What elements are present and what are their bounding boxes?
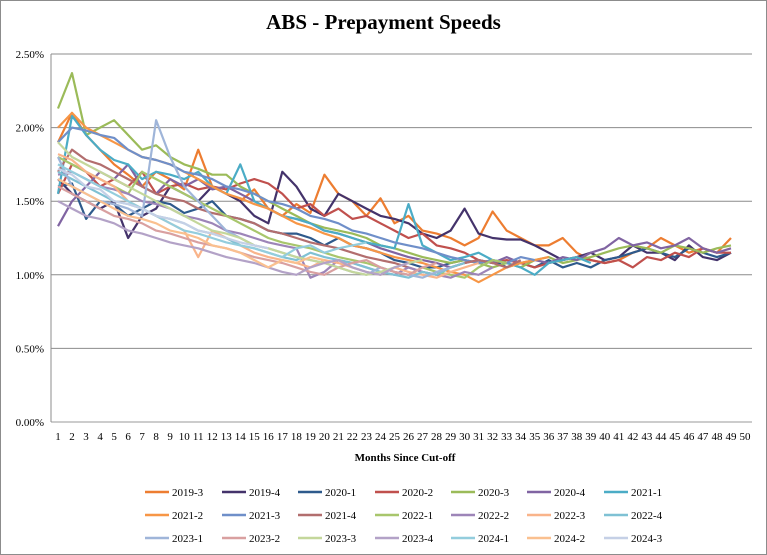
series-line-2021-3 bbox=[57, 126, 535, 265]
x-tick-label: 34 bbox=[515, 431, 527, 443]
x-tick-label: 14 bbox=[235, 431, 247, 443]
x-tick-label: 30 bbox=[459, 431, 471, 443]
legend-label-2022-1: 2022-1 bbox=[402, 510, 433, 522]
x-tick-label: 17 bbox=[277, 431, 289, 443]
x-tick-label: 31 bbox=[473, 431, 484, 443]
x-tick-label: 37 bbox=[557, 431, 569, 443]
x-axis-ticks: 1 2 3 4 5 6 7 8 9 10 11 12 13 14 15 16 17 18 19 20 21 22 23 24 2… bbox=[55, 431, 751, 443]
x-tick-label: 20 bbox=[319, 431, 331, 443]
x-tick-label: 15 bbox=[249, 431, 261, 443]
y-tick-label: 1.00% bbox=[16, 270, 44, 282]
legend-label-2020-2: 2020-2 bbox=[402, 487, 433, 499]
x-tick-label: 41 bbox=[613, 431, 624, 443]
legend-label-2021-1: 2021-1 bbox=[631, 487, 662, 499]
x-tick-label: 19 bbox=[305, 431, 317, 443]
x-tick-label: 49 bbox=[725, 431, 737, 443]
x-tick-label: 4 bbox=[97, 431, 103, 443]
x-tick-label: 36 bbox=[543, 431, 555, 443]
x-tick-label: 1 bbox=[55, 431, 61, 443]
x-tick-label: 43 bbox=[641, 431, 653, 443]
legend-label-2022-3: 2022-3 bbox=[554, 510, 586, 522]
x-tick-label: 2 bbox=[69, 431, 75, 443]
series-line-2020-4 bbox=[57, 163, 732, 269]
x-tick-label: 18 bbox=[291, 431, 303, 443]
x-tick-label: 48 bbox=[711, 431, 723, 443]
x-tick-label: 8 bbox=[153, 431, 159, 443]
legend-label-2023-1: 2023-1 bbox=[172, 533, 203, 545]
legend-label-2021-2: 2021-2 bbox=[172, 510, 203, 522]
x-tick-label: 45 bbox=[669, 431, 681, 443]
series-line-2019-3 bbox=[57, 111, 732, 265]
y-tick-label: 0.50% bbox=[16, 343, 44, 355]
x-tick-label: 5 bbox=[111, 431, 117, 443]
x-tick-label: 44 bbox=[655, 431, 667, 443]
x-tick-label: 24 bbox=[375, 431, 387, 443]
x-tick-label: 13 bbox=[221, 431, 233, 443]
legend: 2019-3 2019-4 2020-1 2020-2 2020-3 2020-4 2021… bbox=[145, 487, 663, 545]
x-tick-label: 42 bbox=[627, 431, 638, 443]
series-line-2024-1 bbox=[57, 163, 367, 259]
gridlines bbox=[50, 53, 752, 423]
x-tick-label: 23 bbox=[361, 431, 373, 443]
x-tick-label: 26 bbox=[403, 431, 415, 443]
series-line-2024-2 bbox=[57, 178, 325, 269]
x-tick-label: 35 bbox=[529, 431, 541, 443]
x-tick-label: 7 bbox=[139, 431, 145, 443]
legend-label-2022-2: 2022-2 bbox=[478, 510, 509, 522]
y-tick-label: 1.50% bbox=[16, 196, 44, 208]
legend-label-2021-3: 2021-3 bbox=[249, 510, 281, 522]
series-line-2022-1 bbox=[57, 156, 507, 279]
x-tick-label: 3 bbox=[83, 431, 89, 443]
legend-label-2020-3: 2020-3 bbox=[478, 487, 510, 499]
legend-label-2019-4: 2019-4 bbox=[249, 487, 281, 499]
y-axis-ticks: 0.00% 0.50% 1.00% 1.50% 2.00% 2.50% bbox=[16, 49, 44, 429]
x-tick-label: 10 bbox=[179, 431, 191, 443]
series-line-2023-3 bbox=[57, 141, 423, 276]
legend-label-2024-3: 2024-3 bbox=[631, 533, 663, 545]
x-tick-label: 28 bbox=[431, 431, 443, 443]
series-line-2020-1 bbox=[57, 182, 732, 269]
legend-label-2024-1: 2024-1 bbox=[478, 533, 509, 545]
series-lines bbox=[56, 72, 732, 284]
x-tick-label: 40 bbox=[599, 431, 611, 443]
x-tick-label: 29 bbox=[445, 431, 457, 443]
x-tick-label: 25 bbox=[389, 431, 401, 443]
series-line-2024-3 bbox=[57, 167, 269, 250]
x-tick-label: 12 bbox=[207, 431, 218, 443]
x-tick-label: 11 bbox=[193, 431, 204, 443]
legend-label-2022-4: 2022-4 bbox=[631, 510, 663, 522]
legend-label-2023-2: 2023-2 bbox=[249, 533, 280, 545]
series-line-2021-1 bbox=[56, 114, 592, 276]
x-tick-label: 6 bbox=[125, 431, 131, 443]
legend-label-2023-4: 2023-4 bbox=[402, 533, 434, 545]
legend-label-2020-1: 2020-1 bbox=[325, 487, 356, 499]
x-tick-label: 46 bbox=[683, 431, 695, 443]
legend-label-2019-3: 2019-3 bbox=[172, 487, 204, 499]
x-tick-label: 27 bbox=[417, 431, 429, 443]
x-tick-label: 50 bbox=[739, 431, 751, 443]
y-tick-label: 2.50% bbox=[16, 49, 44, 61]
x-tick-label: 21 bbox=[333, 431, 344, 443]
chart-title: ABS - Prepayment Speeds bbox=[266, 10, 501, 34]
legend-label-2021-4: 2021-4 bbox=[325, 510, 357, 522]
series-line-2023-4 bbox=[57, 200, 409, 276]
legend-label-2023-3: 2023-3 bbox=[325, 533, 357, 545]
x-tick-label: 16 bbox=[263, 431, 275, 443]
x-tick-label: 32 bbox=[487, 431, 498, 443]
series-line-2022-2 bbox=[57, 170, 494, 279]
y-tick-label: 0.00% bbox=[16, 417, 44, 429]
x-tick-label: 38 bbox=[571, 431, 583, 443]
x-tick-label: 47 bbox=[697, 431, 709, 443]
legend-label-2024-2: 2024-2 bbox=[554, 533, 585, 545]
series-line-2023-2 bbox=[57, 185, 437, 276]
x-tick-label: 33 bbox=[501, 431, 513, 443]
x-axis-label: Months Since Cut-off bbox=[355, 452, 456, 464]
x-tick-label: 9 bbox=[167, 431, 173, 443]
legend-label-2020-4: 2020-4 bbox=[554, 487, 586, 499]
x-tick-label: 22 bbox=[347, 431, 358, 443]
y-tick-label: 2.00% bbox=[16, 123, 44, 135]
x-tick-label: 39 bbox=[585, 431, 597, 443]
